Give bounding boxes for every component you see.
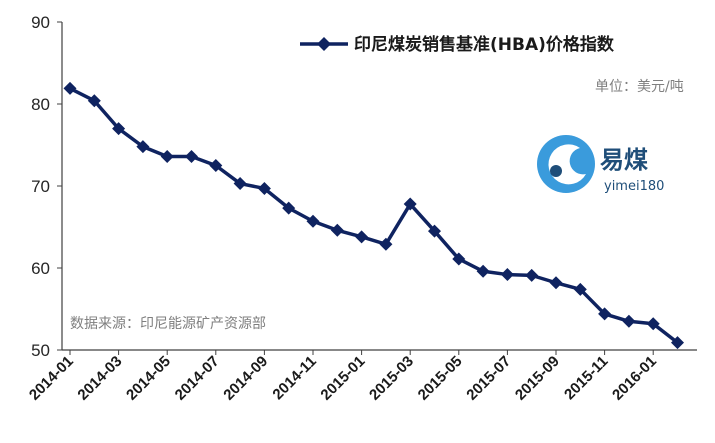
data-point-marker (379, 237, 393, 251)
x-tick-group: 2014-012014-032014-052014-072014-092014-… (26, 350, 660, 404)
data-point-marker (233, 177, 247, 191)
data-point-marker (355, 230, 369, 244)
logo-name-cn: 易煤 (600, 146, 648, 174)
data-point-marker (525, 268, 539, 282)
x-tick-label: 2015-01 (317, 353, 368, 404)
y-tick-label: 90 (31, 13, 50, 32)
unit-note: 单位：美元/吨 (595, 79, 684, 95)
data-point-marker (476, 264, 490, 278)
x-tick-label: 2015-03 (366, 353, 417, 404)
y-tick-group: 50 60 70 80 90 (31, 13, 62, 360)
data-point-marker (622, 314, 636, 328)
data-point-marker (87, 94, 101, 108)
x-tick-label: 2015-05 (415, 353, 466, 404)
x-tick-label: 2015-11 (561, 353, 611, 403)
x-tick-label: 2014-05 (123, 353, 174, 404)
data-point-marker (573, 282, 587, 296)
data-point-marker (598, 307, 612, 321)
data-point-marker (549, 276, 563, 290)
y-tick-label: 70 (31, 177, 50, 196)
data-point-marker (671, 336, 684, 350)
legend-marker (317, 37, 331, 51)
data-point-marker (403, 197, 417, 211)
legend: 印尼煤炭销售基准(HBA)价格指数 (300, 34, 615, 55)
data-point-marker (185, 149, 198, 163)
x-tick-label: 2015-07 (463, 353, 514, 404)
x-tick-label: 2015-09 (512, 353, 563, 404)
y-tick-label: 80 (31, 95, 50, 114)
y-tick-label: 50 (31, 341, 50, 360)
x-tick-label: 2016-01 (609, 353, 660, 404)
x-tick-label: 2014-01 (26, 353, 77, 404)
data-point-marker (428, 224, 441, 238)
data-point-marker (257, 181, 271, 195)
data-point-marker (136, 140, 150, 154)
data-point-marker (112, 122, 126, 136)
data-point-marker (646, 317, 660, 331)
data-point-marker (500, 268, 514, 282)
series-line (69, 86, 679, 345)
x-tick-label: 2014-09 (220, 353, 271, 404)
source-note: 数据来源：印尼能源矿产资源部 (70, 316, 266, 332)
x-tick-label: 2014-07 (172, 353, 223, 404)
data-point-marker (209, 159, 223, 172)
data-point-marker (282, 201, 296, 215)
logo-swirl-dot (550, 165, 562, 177)
data-point-marker (330, 223, 344, 237)
data-point-marker (160, 149, 174, 163)
y-tick-label: 60 (31, 259, 50, 278)
legend-label: 印尼煤炭销售基准(HBA)价格指数 (354, 34, 615, 55)
data-point-marker (306, 214, 320, 228)
series-group (63, 81, 684, 350)
data-point-marker (452, 252, 466, 266)
data-point-marker (63, 81, 77, 95)
x-tick-label: 2014-03 (74, 353, 125, 404)
yimei-logo: 易煤 yimei180 (537, 135, 664, 194)
x-tick-label: 2014-11 (269, 353, 319, 403)
logo-name-en: yimei180 (604, 179, 664, 194)
